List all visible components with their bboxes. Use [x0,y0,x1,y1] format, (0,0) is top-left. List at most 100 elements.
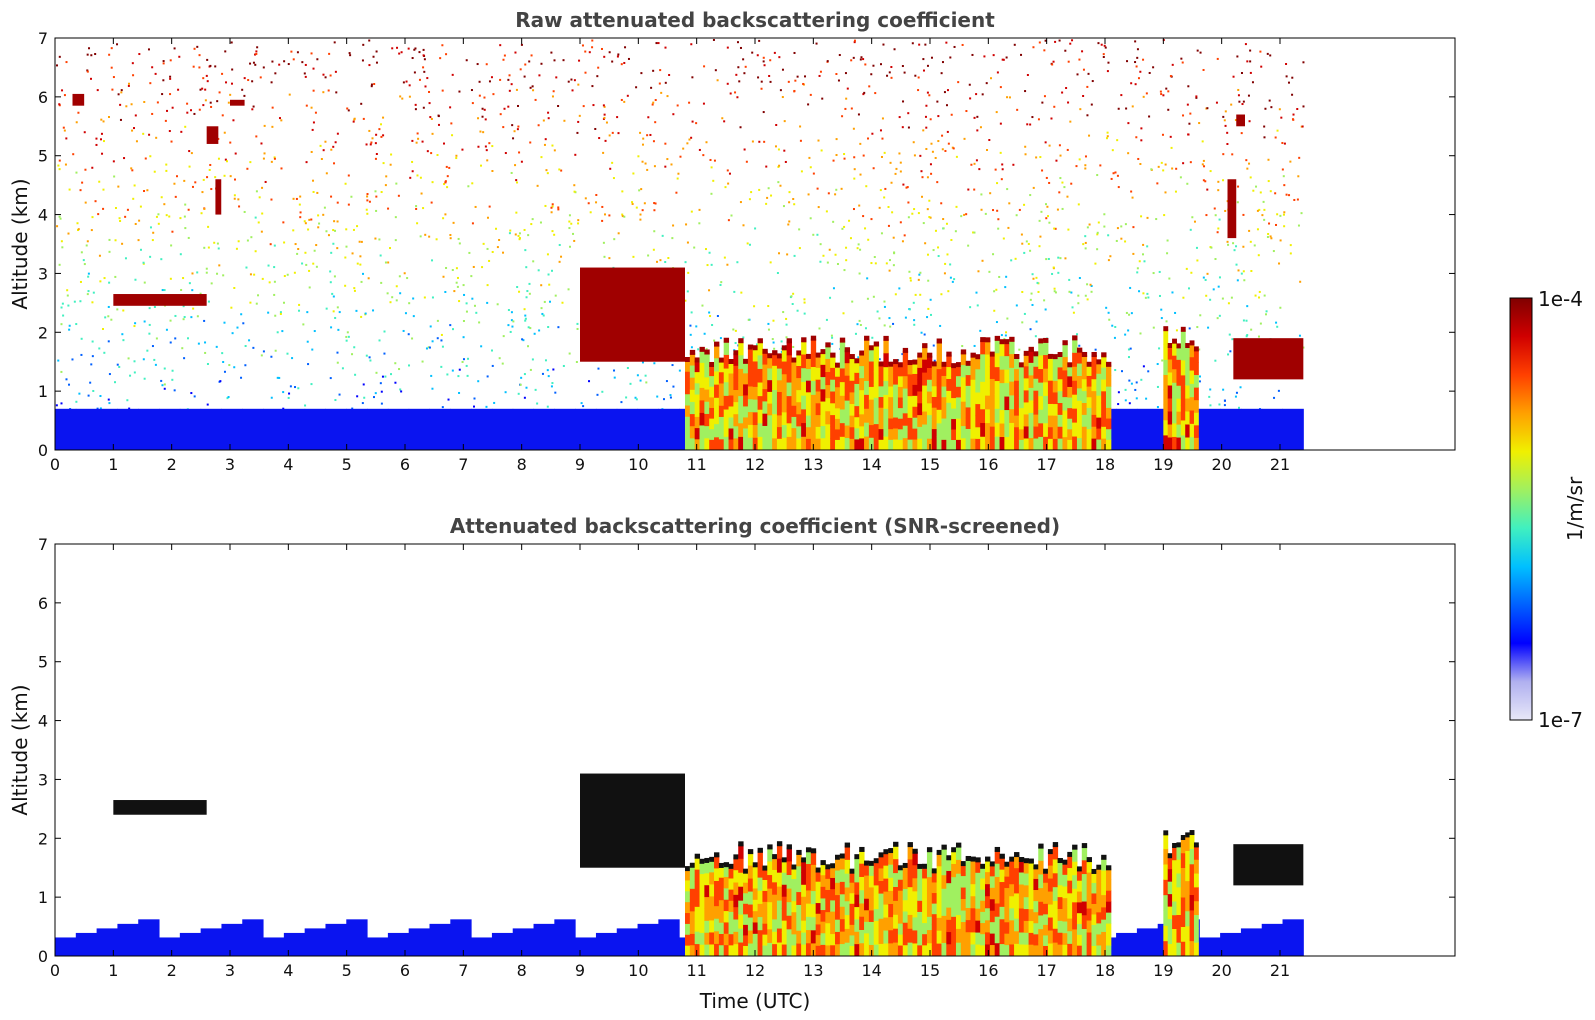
cloud-cell [1052,872,1059,888]
noise-speckle [1114,325,1117,328]
cloud-cell [926,876,933,891]
cloud-top-edge [917,352,923,358]
cloud-cell [776,438,783,450]
cloud-cell [1057,378,1063,392]
cloud-cell [733,401,739,415]
cloud-cell [1193,361,1199,376]
noise-speckle [138,219,141,222]
cloud-cell [830,944,836,956]
noise-speckle [447,398,450,401]
cloud-cell [689,922,696,934]
noise-speckle [252,61,255,64]
cloud-cell [738,422,744,437]
noise-speckle [1203,165,1206,168]
cloud-cell [709,859,715,873]
cloud-cell [985,871,991,885]
cloud-cell [810,929,817,944]
noise-speckle [480,345,483,348]
cloud-cell [820,388,826,402]
noise-speckle [611,60,614,63]
noise-speckle [981,93,984,96]
noise-speckle [282,301,285,304]
cloud-cell [1189,436,1195,450]
boundary-layer-cell [75,932,98,956]
noise-speckle [685,223,688,226]
cloud-cell [1081,366,1088,380]
noise-speckle [491,170,494,173]
cloud-cell [1172,942,1177,956]
cloud-cell [747,437,754,450]
noise-speckle [232,119,235,122]
noise-speckle [1057,256,1060,259]
cloud-cell [728,900,734,912]
noise-speckle [374,392,377,395]
cloud-cell [844,437,851,450]
noise-speckle [880,232,883,235]
noise-speckle [133,127,136,130]
noise-speckle [946,89,949,92]
noise-speckle [639,131,642,134]
x-tick-label: 6 [400,961,410,980]
noise-speckle [1127,348,1130,351]
cloud-cell [951,397,957,409]
cloud-cell [815,891,821,904]
cloud-cell [989,426,996,439]
noise-speckle [1010,259,1013,262]
noise-speckle [976,129,979,132]
noise-speckle [108,250,111,253]
noise-speckle [530,54,533,57]
cloud-cell [786,942,792,956]
cloud-cell [1018,884,1025,897]
cloud-cell [723,436,730,450]
cloud-cell [946,931,952,945]
cloud-cell [897,934,904,946]
noise-speckle [488,205,491,208]
cloud-cell [941,928,947,943]
cloud-cell [1172,845,1177,861]
cloud-cell [897,365,904,377]
noise-speckle [845,97,848,100]
noise-speckle [1132,226,1135,229]
cloud-cell [709,931,715,945]
cloud-top-edge [805,353,812,359]
cloud-cell [1052,942,1059,956]
cloud-cell [752,411,759,426]
cloud-cell [1033,933,1039,946]
cloud-top-edge [941,844,947,850]
cloud-top-edge [936,849,942,855]
noise-speckle [895,167,898,170]
noise-speckle [296,252,299,255]
cloud-cell [868,411,875,426]
cloud-top-edge [1101,854,1107,860]
noise-speckle [651,103,654,106]
noise-speckle [1165,87,1168,90]
noise-speckle [691,120,694,123]
noise-speckle [312,121,315,124]
noise-speckle [160,379,163,382]
noise-speckle [132,74,135,77]
noise-speckle [529,368,532,371]
cloud-cell [849,426,855,439]
noise-speckle [444,213,447,216]
cloud-cell [1004,436,1010,450]
cloud-cell [994,366,1001,382]
cloud-cell [1172,436,1177,450]
cloud-cell [1038,901,1044,916]
noise-speckle [473,405,476,408]
noise-speckle [215,345,218,348]
noise-speckle [1275,321,1278,324]
noise-speckle [75,171,78,174]
noise-speckle [523,396,526,399]
cloud-cell [747,347,754,361]
screened-y-axis-label: Altitude (km) [8,684,32,815]
noise-speckle [332,295,335,298]
cloud-cell [917,438,923,450]
cloud-top-edge [1176,343,1182,349]
cloud-cell [714,397,720,411]
noise-speckle [912,301,915,304]
noise-speckle [1040,210,1043,213]
noise-speckle [1161,133,1164,136]
noise-speckle [621,215,624,218]
noise-speckle [1086,114,1089,117]
cloud-cell [743,882,749,894]
